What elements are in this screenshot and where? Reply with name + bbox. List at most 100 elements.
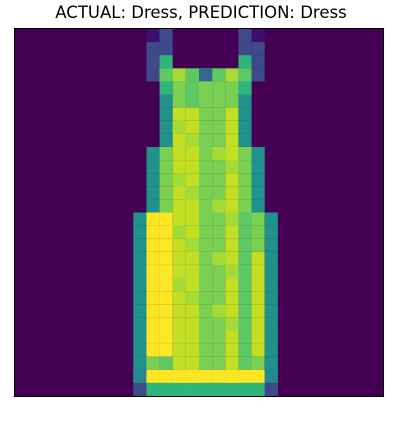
dress-pixel: [172, 264, 186, 279]
dress-pixel: [159, 343, 173, 357]
dress-pixel: [133, 212, 147, 226]
dress-pixel: [251, 291, 265, 305]
bodice-pixel: [172, 68, 186, 82]
dress-pixel: [212, 173, 226, 187]
dress-pixel: [172, 317, 186, 331]
neckline-pixel: [199, 68, 213, 82]
dress-pixel: [212, 107, 226, 121]
bodice-pixel: [212, 68, 226, 82]
dress-pixel: [225, 133, 239, 147]
accent-pixel: [185, 186, 199, 200]
dress-pixel: [185, 317, 199, 331]
dress-pixel: [133, 343, 147, 357]
dress-pixel: [159, 186, 173, 200]
strap-pixel: [146, 68, 160, 82]
hem-pixel: [238, 369, 252, 383]
dress-pixel: [146, 304, 160, 318]
dress-pixel: [146, 225, 160, 239]
dress-pixel: [238, 160, 252, 174]
dress-pixel: [172, 81, 186, 95]
dress-pixel: [238, 81, 252, 95]
dress-pixel: [133, 238, 147, 252]
dress-pixel: [185, 81, 199, 95]
dress-pixel: [212, 278, 226, 292]
dress-pixel: [264, 291, 278, 305]
dress-pixel: [172, 94, 186, 108]
dress-pixel: [199, 199, 213, 213]
dress-pixel: [159, 264, 173, 279]
dress-pixel: [146, 160, 160, 174]
hem-pixel: [238, 382, 252, 396]
dress-pixel: [212, 94, 226, 108]
dress-pixel: [199, 278, 213, 292]
dress-pixel: [212, 330, 226, 344]
dress-pixel: [159, 160, 173, 174]
dress-pixel: [238, 199, 252, 213]
dress-pixel: [199, 317, 213, 331]
dress-pixel: [238, 356, 252, 370]
dress-pixel: [199, 356, 213, 370]
dress-pixel: [146, 212, 160, 226]
strap-pixel: [146, 55, 160, 69]
dress-pixel: [172, 291, 186, 305]
hem-pixel: [199, 369, 213, 383]
dress-pixel: [159, 304, 173, 318]
dress-pixel: [264, 317, 278, 331]
dress-image: [15, 29, 383, 396]
dress-pixel: [185, 304, 199, 318]
dress-pixel: [225, 173, 239, 187]
hem-pixel: [264, 369, 278, 383]
dress-pixel: [251, 278, 265, 292]
dress-pixel: [133, 317, 147, 331]
dress-pixel: [212, 186, 226, 200]
dress-pixel: [172, 330, 186, 344]
accent-pixel: [225, 160, 239, 174]
dress-pixel: [185, 330, 199, 344]
dress-pixel: [133, 291, 147, 305]
dress-pixel: [212, 317, 226, 331]
dress-pixel: [133, 304, 147, 318]
accent-pixel: [185, 133, 199, 147]
dress-pixel: [159, 146, 173, 161]
dress-pixel: [238, 133, 252, 147]
dress-pixel: [212, 291, 226, 305]
dress-pixel: [146, 343, 160, 357]
hem-pixel: [225, 369, 239, 383]
dress-pixel: [225, 225, 239, 239]
dress-pixel: [159, 317, 173, 331]
hem-pixel: [212, 369, 226, 383]
strap-pixel: [146, 29, 160, 43]
dress-pixel: [185, 343, 199, 357]
dress-pixel: [159, 133, 173, 147]
hem-pixel: [185, 369, 199, 383]
dress-pixel: [212, 343, 226, 357]
hem-pixel: [159, 382, 173, 396]
strap-pixel: [251, 55, 265, 69]
dress-pixel: [238, 238, 252, 252]
dress-pixel: [133, 356, 147, 370]
dress-pixel: [146, 291, 160, 305]
dress-pixel: [238, 278, 252, 292]
plot-title: ACTUAL: Dress, PREDICTION: Dress: [55, 3, 347, 22]
dress-pixel: [185, 278, 199, 292]
strap-pixel: [238, 42, 252, 56]
dress-pixel: [264, 238, 278, 252]
dress-pixel: [199, 291, 213, 305]
dress-pixel: [159, 251, 173, 265]
dress-pixel: [172, 160, 186, 174]
hem-pixel: [146, 382, 160, 396]
dress-pixel: [199, 173, 213, 187]
dress-pixel: [212, 225, 226, 239]
dress-pixel: [264, 264, 278, 279]
dress-pixel: [185, 173, 199, 187]
dress-pixel: [172, 343, 186, 357]
dress-pixel: [212, 356, 226, 370]
dress-pixel: [251, 160, 265, 174]
accent-pixel: [225, 212, 239, 226]
dress-pixel: [146, 251, 160, 265]
accent-pixel: [172, 225, 186, 239]
dress-pixel: [238, 212, 252, 226]
dress-pixel: [146, 330, 160, 344]
strap-pixel: [238, 55, 252, 69]
